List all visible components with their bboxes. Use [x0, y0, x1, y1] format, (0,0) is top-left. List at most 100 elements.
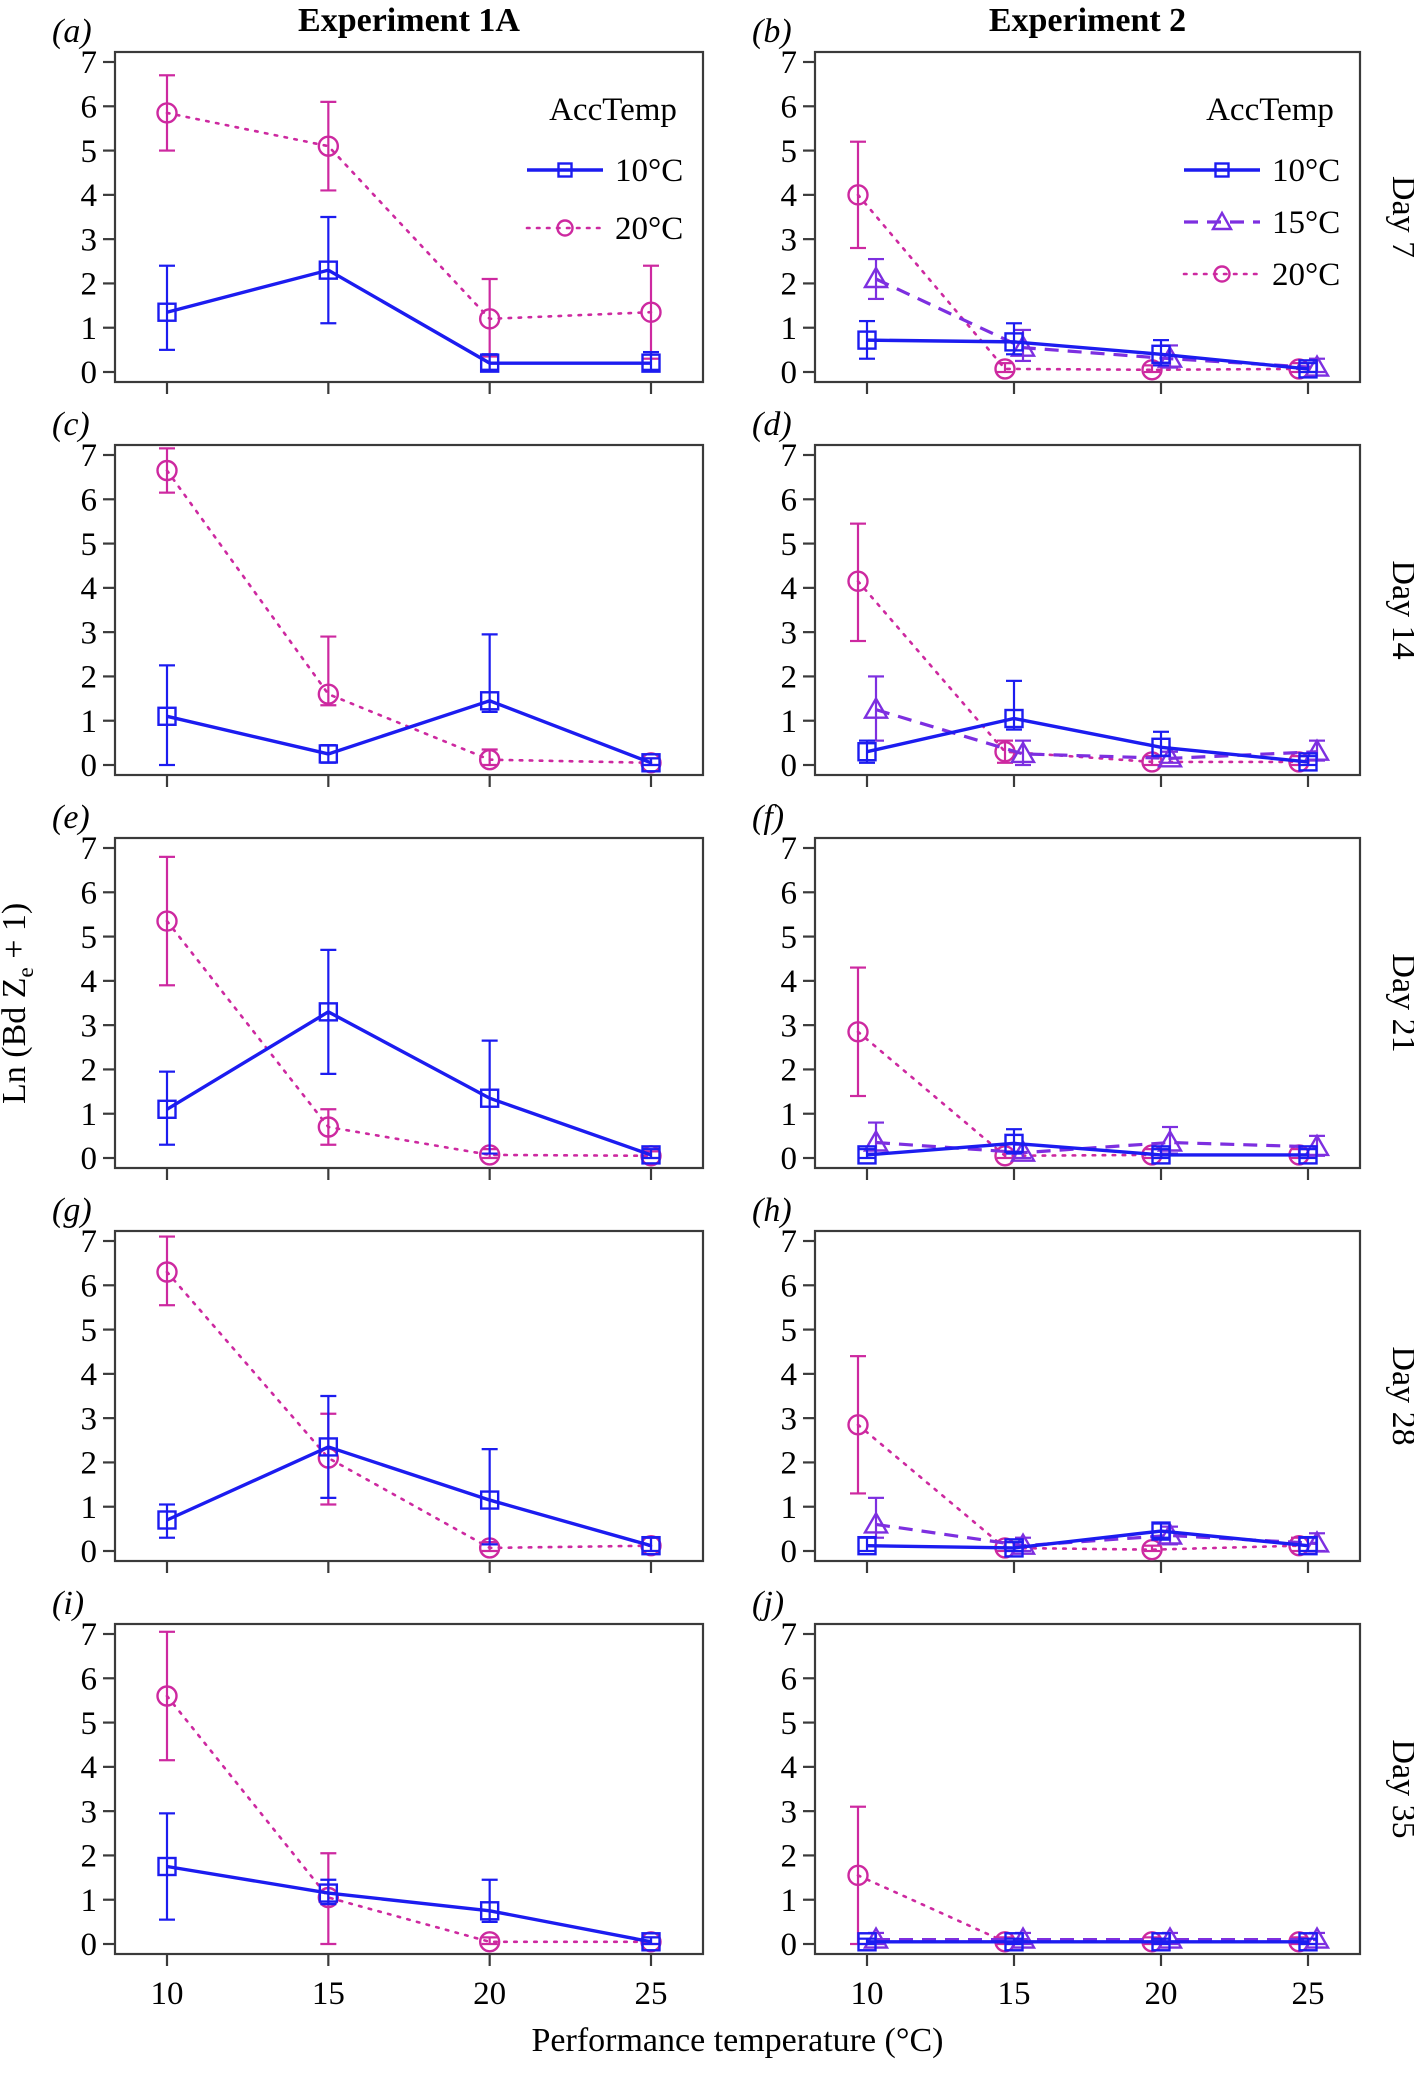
svg-text:3: 3 [81, 615, 98, 651]
series-10°C [157, 948, 661, 1165]
svg-text:5: 5 [81, 920, 98, 956]
panel-letter: (e) [52, 799, 90, 836]
y-axis-ticks: 0 1 2 3 4 5 6 7 [781, 438, 815, 784]
svg-text:2: 2 [781, 1839, 798, 1875]
row-label: Day 21 [1385, 953, 1414, 1052]
panel-border [813, 443, 1362, 777]
panel-border [813, 836, 1362, 1170]
svg-text:0: 0 [81, 748, 98, 784]
series-10°C [857, 1932, 1318, 1952]
panel-border [813, 50, 1362, 384]
legend-title: AccTemp [1206, 92, 1334, 128]
legend-entry-label: 20°C [1272, 257, 1340, 293]
svg-text:3: 3 [781, 222, 798, 258]
svg-text:7: 7 [781, 1224, 798, 1260]
svg-text:7: 7 [81, 1224, 98, 1260]
svg-text:1: 1 [81, 1490, 98, 1526]
svg-text:2: 2 [781, 267, 798, 303]
svg-text:6: 6 [781, 1662, 798, 1698]
series-10°C [157, 215, 661, 373]
svg-text:5: 5 [81, 134, 98, 170]
legend-title: AccTemp [549, 92, 677, 128]
svg-text:3: 3 [781, 1794, 798, 1830]
panel-border [113, 443, 705, 777]
panel-i: 0 1 2 3 4 5 6 7 10 15 20 25 (i) [52, 1585, 705, 2012]
y-axis-ticks: 0 1 2 3 4 5 6 7 [81, 831, 115, 1177]
svg-text:5: 5 [781, 1706, 798, 1742]
svg-text:3: 3 [81, 1008, 98, 1044]
svg-text:7: 7 [81, 831, 98, 867]
svg-text:0: 0 [781, 1534, 798, 1570]
svg-text:7: 7 [81, 1617, 98, 1653]
legend: AccTemp 10°C 15°C 20°C [1182, 92, 1340, 293]
panel-letter: (g) [52, 1192, 92, 1229]
series-10°C [857, 1521, 1318, 1558]
panel-f: 0 1 2 3 4 5 6 7(f) [752, 799, 1362, 1180]
svg-text:20: 20 [1145, 1976, 1178, 2012]
svg-text:2: 2 [81, 1053, 98, 1089]
svg-text:4: 4 [81, 964, 98, 1000]
svg-text:10: 10 [151, 1976, 184, 2012]
svg-text:2: 2 [81, 1446, 98, 1482]
svg-text:2: 2 [781, 1446, 798, 1482]
legend-entry-label: 20°C [615, 211, 683, 247]
svg-text:5: 5 [81, 527, 98, 563]
x-axis-ticks [165, 1168, 653, 1180]
panel-j: 0 1 2 3 4 5 6 7 10 15 20 25 (j) [752, 1585, 1362, 2012]
series-20°C [156, 74, 662, 360]
svg-text:5: 5 [81, 1313, 98, 1349]
panel-border [113, 1622, 705, 1956]
svg-text:5: 5 [781, 1313, 798, 1349]
svg-text:2: 2 [81, 267, 98, 303]
series-10°C [157, 633, 661, 773]
svg-text:2: 2 [81, 1839, 98, 1875]
svg-text:2: 2 [81, 660, 98, 696]
svg-text:6: 6 [81, 90, 98, 126]
svg-text:25: 25 [1292, 1976, 1325, 2012]
svg-text:5: 5 [781, 920, 798, 956]
y-axis-ticks: 0 1 2 3 4 5 6 7 [81, 438, 115, 784]
svg-text:4: 4 [781, 1357, 798, 1393]
x-axis-ticks: 10 15 20 25 [151, 1954, 668, 2012]
x-axis-ticks [865, 1168, 1310, 1180]
svg-text:5: 5 [781, 134, 798, 170]
x-axis-ticks [165, 382, 653, 394]
svg-text:3: 3 [781, 1401, 798, 1437]
svg-text:10: 10 [851, 1976, 884, 2012]
svg-text:6: 6 [81, 1269, 98, 1305]
svg-text:5: 5 [781, 527, 798, 563]
x-axis-ticks [865, 775, 1310, 787]
svg-text:0: 0 [781, 1141, 798, 1177]
panel-b: 0 1 2 3 4 5 6 7(b) AccTemp 10°C 15°C 20°C [752, 13, 1362, 394]
svg-text:4: 4 [781, 1750, 798, 1786]
legend-entry-label: 10°C [1272, 153, 1340, 189]
panel-letter: (f) [752, 799, 784, 836]
svg-text:0: 0 [81, 1141, 98, 1177]
svg-text:3: 3 [781, 1008, 798, 1044]
panel-c: 0 1 2 3 4 5 6 7(c) [52, 406, 705, 787]
svg-text:6: 6 [781, 90, 798, 126]
svg-text:0: 0 [781, 355, 798, 391]
y-axis-ticks: 0 1 2 3 4 5 6 7 [81, 45, 115, 391]
panel-letter: (h) [752, 1192, 792, 1229]
y-axis-ticks: 0 1 2 3 4 5 6 7 [781, 831, 815, 1177]
svg-text:2: 2 [781, 660, 798, 696]
svg-text:15: 15 [998, 1976, 1031, 2012]
panel-a: 0 1 2 3 4 5 6 7(a) AccTemp 10°C 20°C [52, 13, 705, 394]
panel-border [113, 836, 705, 1170]
panel-letter: (j) [752, 1585, 784, 1622]
series-10°C [857, 319, 1318, 379]
x-axis-ticks: 10 15 20 25 [851, 1954, 1325, 2012]
svg-text:1: 1 [81, 1883, 98, 1919]
svg-text:2: 2 [781, 1053, 798, 1089]
svg-text:6: 6 [81, 483, 98, 519]
row-label: Day 28 [1385, 1346, 1414, 1445]
svg-text:4: 4 [781, 178, 798, 214]
svg-text:1: 1 [81, 704, 98, 740]
svg-text:4: 4 [781, 964, 798, 1000]
series-10°C [857, 679, 1318, 772]
svg-text:6: 6 [81, 1662, 98, 1698]
svg-text:3: 3 [81, 1401, 98, 1437]
